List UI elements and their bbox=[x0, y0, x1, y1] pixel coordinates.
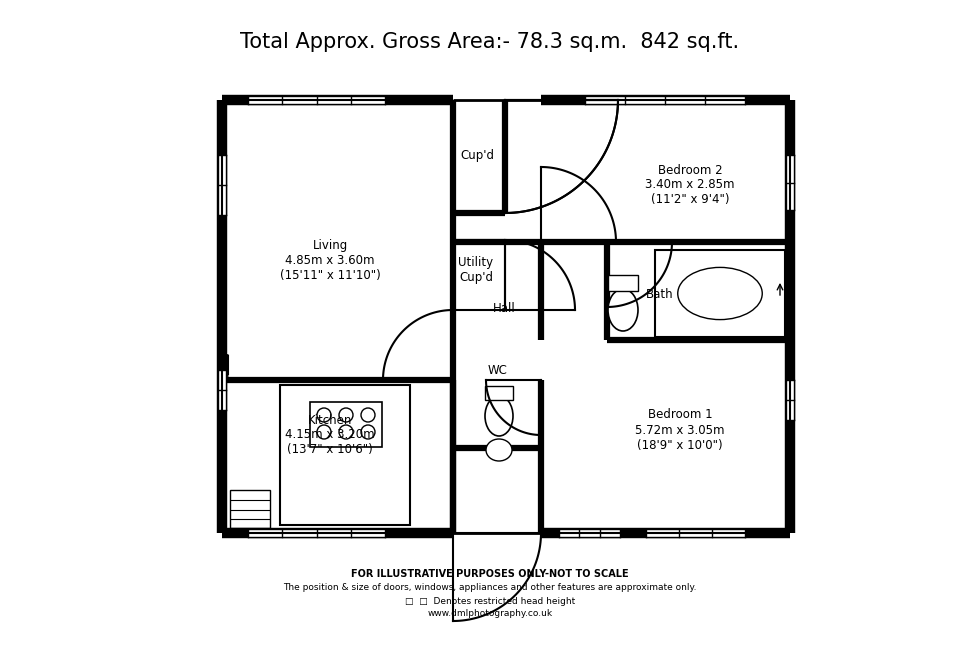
Bar bbox=[655, 250, 785, 337]
Ellipse shape bbox=[608, 289, 638, 331]
Text: WC: WC bbox=[488, 364, 508, 376]
Text: Total Approx. Gross Area:- 78.3 sq.m.  842 sq.ft.: Total Approx. Gross Area:- 78.3 sq.m. 84… bbox=[240, 32, 740, 52]
Bar bbox=[248, 96, 385, 104]
Bar bbox=[280, 385, 410, 525]
Ellipse shape bbox=[486, 439, 512, 461]
Bar bbox=[608, 275, 638, 291]
Text: The position & size of doors, windows, appliances and other features are approxi: The position & size of doors, windows, a… bbox=[283, 584, 697, 593]
Bar bbox=[786, 155, 794, 210]
Bar bbox=[585, 96, 745, 104]
Bar bbox=[218, 370, 226, 410]
Bar bbox=[310, 402, 382, 447]
Ellipse shape bbox=[485, 396, 513, 436]
Bar bbox=[248, 529, 385, 537]
Text: Bedroom 1
5.72m x 3.05m
(18'9" x 10'0"): Bedroom 1 5.72m x 3.05m (18'9" x 10'0") bbox=[635, 409, 725, 451]
Bar bbox=[559, 529, 620, 537]
Bar bbox=[786, 380, 794, 420]
Text: □  □  Denotes restricted head height: □ □ Denotes restricted head height bbox=[405, 597, 575, 606]
Text: Living
4.85m x 3.60m
(15'11" x 11'10"): Living 4.85m x 3.60m (15'11" x 11'10") bbox=[279, 239, 380, 282]
Text: Bath: Bath bbox=[646, 288, 674, 301]
Bar bbox=[230, 490, 270, 528]
Text: Hall: Hall bbox=[493, 301, 515, 314]
Text: Utility
Cup'd: Utility Cup'd bbox=[459, 256, 494, 284]
Ellipse shape bbox=[678, 267, 762, 319]
Bar bbox=[485, 386, 513, 400]
Text: FOR ILLUSTRATIVE PURPOSES ONLY-NOT TO SCALE: FOR ILLUSTRATIVE PURPOSES ONLY-NOT TO SC… bbox=[351, 569, 629, 579]
Bar bbox=[646, 529, 745, 537]
Text: Kitchen
4.15m x 3.20m
(13'7" x 10'6"): Kitchen 4.15m x 3.20m (13'7" x 10'6") bbox=[285, 413, 374, 456]
Text: Bedroom 2
3.40m x 2.85m
(11'2" x 9'4"): Bedroom 2 3.40m x 2.85m (11'2" x 9'4") bbox=[645, 164, 735, 207]
Bar bbox=[218, 155, 226, 215]
Text: www.dmlphotography.co.uk: www.dmlphotography.co.uk bbox=[427, 610, 553, 619]
Text: Cup'd: Cup'd bbox=[460, 149, 494, 162]
